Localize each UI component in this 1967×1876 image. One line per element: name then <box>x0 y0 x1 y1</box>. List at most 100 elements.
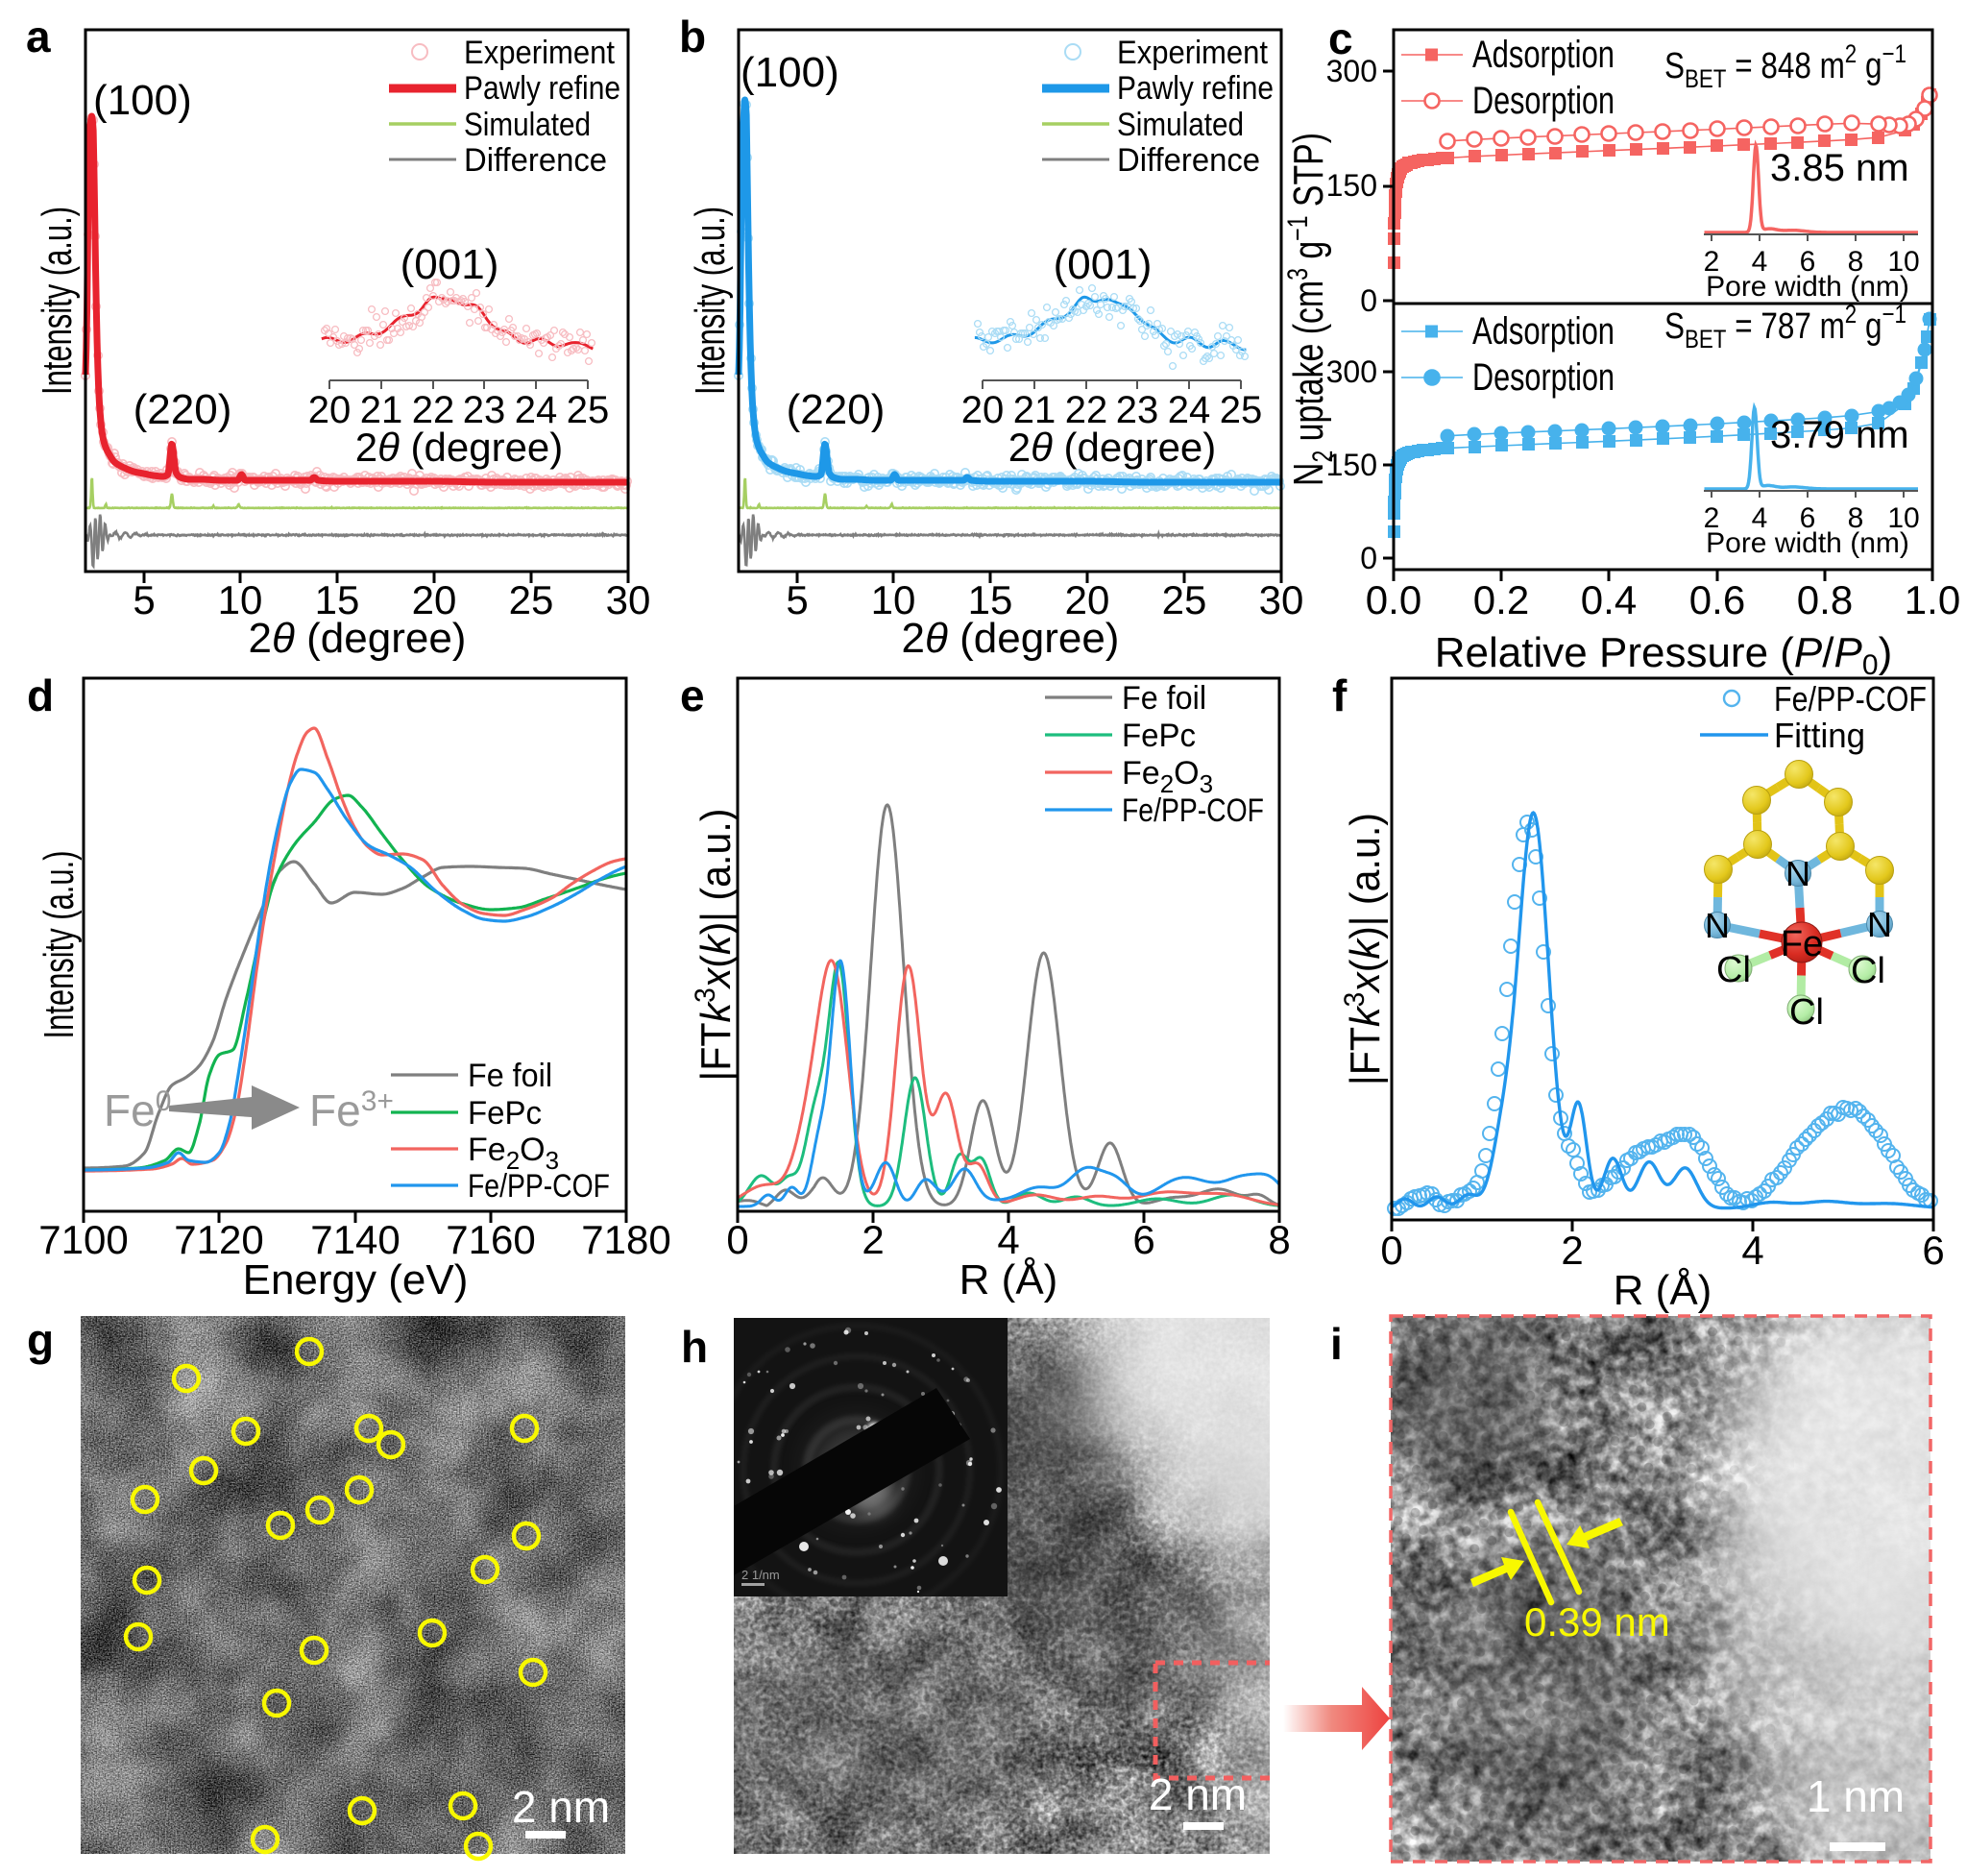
svg-text:f: f <box>1332 670 1348 720</box>
svg-text:0: 0 <box>1380 1228 1402 1273</box>
svg-text:21: 21 <box>360 389 403 431</box>
svg-text:(220): (220) <box>787 386 886 433</box>
svg-text:Adsorption: Adsorption <box>1472 310 1615 353</box>
svg-text:2 nm: 2 nm <box>1149 1769 1247 1819</box>
svg-text:15: 15 <box>968 577 1013 622</box>
svg-text:d: d <box>27 670 54 720</box>
svg-text:R (Å): R (Å) <box>1614 1267 1712 1314</box>
svg-text:23: 23 <box>1116 389 1159 431</box>
svg-text:6: 6 <box>1800 502 1816 534</box>
svg-text:Simulated: Simulated <box>464 107 591 143</box>
svg-text:0.4: 0.4 <box>1581 577 1637 622</box>
svg-text:30: 30 <box>606 577 651 622</box>
svg-text:2θ (degree): 2θ (degree) <box>249 615 467 662</box>
svg-text:10: 10 <box>1887 246 1919 278</box>
svg-text:7140: 7140 <box>310 1217 400 1262</box>
svg-text:FePc: FePc <box>1122 718 1196 754</box>
svg-text:Pawly refine: Pawly refine <box>464 70 620 107</box>
svg-text:20: 20 <box>961 389 1005 431</box>
svg-text:Adsorption: Adsorption <box>1472 34 1615 76</box>
svg-text:0: 0 <box>1360 541 1377 575</box>
svg-text:Desorption: Desorption <box>1472 356 1615 399</box>
svg-text:6: 6 <box>1922 1228 1944 1273</box>
svg-text:Desorption: Desorption <box>1472 80 1615 122</box>
svg-text:a: a <box>26 12 51 61</box>
svg-text:i: i <box>1330 1319 1343 1369</box>
svg-text:20: 20 <box>412 577 457 622</box>
svg-text:Fe foil: Fe foil <box>468 1058 552 1094</box>
svg-text:Pore width (nm): Pore width (nm) <box>1706 527 1909 559</box>
svg-text:24: 24 <box>1168 389 1211 431</box>
svg-text:20: 20 <box>1065 577 1110 622</box>
svg-text:R (Å): R (Å) <box>959 1256 1058 1303</box>
svg-text:0: 0 <box>1360 283 1377 318</box>
svg-text:Difference: Difference <box>1117 142 1260 179</box>
svg-text:22: 22 <box>412 389 455 431</box>
svg-text:10: 10 <box>1887 502 1919 534</box>
svg-text:25: 25 <box>1162 577 1207 622</box>
svg-text:c: c <box>1328 13 1353 63</box>
svg-text:0.39 nm: 0.39 nm <box>1524 1599 1670 1645</box>
svg-text:N: N <box>1785 854 1810 893</box>
svg-text:0.6: 0.6 <box>1689 577 1745 622</box>
svg-text:4: 4 <box>997 1217 1019 1262</box>
svg-text:24: 24 <box>515 389 558 431</box>
svg-text:6: 6 <box>1132 1217 1154 1262</box>
svg-text:0.2: 0.2 <box>1473 577 1529 622</box>
svg-text:10: 10 <box>871 577 916 622</box>
svg-text:23: 23 <box>463 389 506 431</box>
svg-text:4: 4 <box>1741 1228 1763 1273</box>
svg-text:8: 8 <box>1268 1217 1290 1262</box>
svg-text:N: N <box>1867 905 1892 944</box>
svg-text:(100): (100) <box>741 49 839 96</box>
svg-text:0.0: 0.0 <box>1366 577 1421 622</box>
svg-text:7100: 7100 <box>38 1217 128 1262</box>
svg-text:Intensity (a.u.): Intensity (a.u.) <box>36 851 83 1039</box>
svg-text:g: g <box>27 1315 54 1365</box>
svg-text:N2 uptake (cm3 g−1 STP): N2 uptake (cm3 g−1 STP) <box>1282 133 1339 486</box>
svg-text:Difference: Difference <box>464 142 607 179</box>
svg-text:Cl: Cl <box>1716 950 1751 990</box>
svg-text:FePc: FePc <box>468 1095 542 1132</box>
svg-text:5: 5 <box>133 577 155 622</box>
svg-text:(001): (001) <box>401 241 499 288</box>
svg-text:6: 6 <box>1800 246 1816 278</box>
svg-text:15: 15 <box>315 577 360 622</box>
svg-text:25: 25 <box>509 577 554 622</box>
svg-text:Pawly refine: Pawly refine <box>1117 70 1274 107</box>
svg-text:25: 25 <box>1220 389 1263 431</box>
svg-text:Fe/PP-COF: Fe/PP-COF <box>1122 792 1264 829</box>
svg-text:Intensity (a.u.): Intensity (a.u.) <box>34 207 81 395</box>
svg-text:1.0: 1.0 <box>1905 577 1960 622</box>
svg-text:Cl: Cl <box>1789 992 1824 1033</box>
svg-text:2: 2 <box>1704 502 1720 534</box>
svg-text:2: 2 <box>1561 1228 1583 1273</box>
svg-text:150: 150 <box>1326 448 1377 482</box>
svg-text:7180: 7180 <box>581 1217 670 1262</box>
svg-text:b: b <box>679 12 706 61</box>
svg-text:h: h <box>681 1322 708 1372</box>
svg-text:2 nm: 2 nm <box>512 1782 610 1832</box>
svg-text:300: 300 <box>1326 54 1377 88</box>
svg-text:(001): (001) <box>1054 241 1153 288</box>
svg-text:3.79 nm: 3.79 nm <box>1770 414 1909 456</box>
svg-text:Fe/PP-COF: Fe/PP-COF <box>1774 679 1927 719</box>
svg-text:2θ (degree): 2θ (degree) <box>355 425 564 470</box>
svg-text:Fitting: Fitting <box>1774 716 1865 755</box>
svg-text:8: 8 <box>1848 502 1864 534</box>
svg-text:|FTk3x(k)| (a.u.): |FTk3x(k)| (a.u.) <box>1339 813 1389 1085</box>
svg-text:Relative Pressure (P/P0): Relative Pressure (P/P0) <box>1435 629 1892 681</box>
svg-text:Intensity (a.u.): Intensity (a.u.) <box>687 207 734 395</box>
svg-text:25: 25 <box>567 389 610 431</box>
svg-text:Experiment: Experiment <box>464 35 615 71</box>
svg-text:2θ (degree): 2θ (degree) <box>902 615 1120 662</box>
svg-text:4: 4 <box>1752 246 1768 278</box>
svg-text:2 1/nm: 2 1/nm <box>741 1568 780 1582</box>
svg-text:N: N <box>1705 906 1730 945</box>
svg-text:2: 2 <box>1704 246 1720 278</box>
svg-text:7160: 7160 <box>446 1217 535 1262</box>
svg-text:(220): (220) <box>134 386 232 433</box>
svg-text:Fe2O3: Fe2O3 <box>468 1132 559 1175</box>
svg-text:150: 150 <box>1326 168 1377 203</box>
svg-text:Pore width (nm): Pore width (nm) <box>1706 271 1909 303</box>
